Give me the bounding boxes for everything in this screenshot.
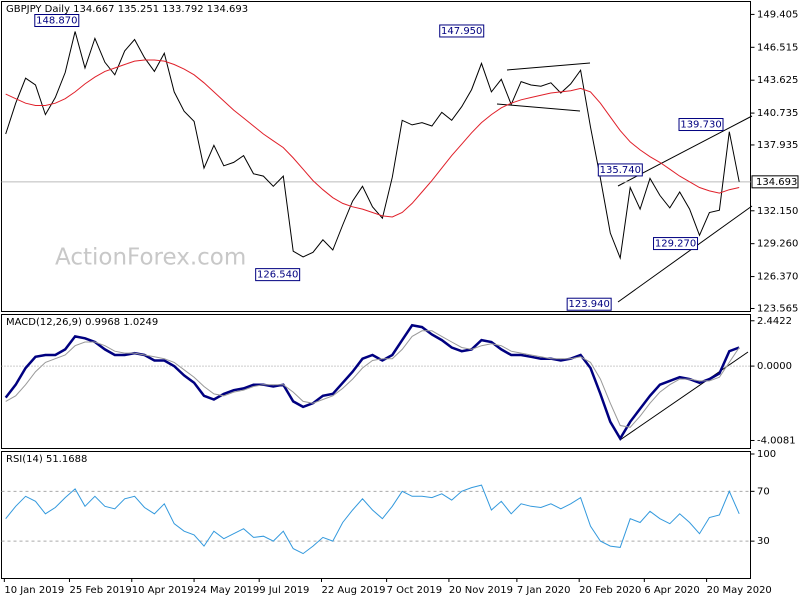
trend-line [617, 205, 753, 303]
macd-panel [1, 314, 751, 449]
x-tick-label: 9 Jul 2019 [259, 585, 309, 596]
trend-line [506, 62, 591, 71]
series-line [5, 59, 740, 218]
y-tick-label: 0.0000 [757, 361, 792, 372]
y-tick-label: 140.735 [757, 108, 798, 119]
x-tick-label: 10 Apr 2019 [132, 585, 194, 596]
y-tick-label: 137.935 [757, 140, 798, 151]
x-tick-label: 24 May 2019 [194, 585, 259, 596]
annotation-label: 135.740 [600, 165, 641, 176]
y-tick-label: 123.565 [757, 303, 798, 314]
annotation-label: 139.730 [680, 120, 721, 131]
series-line [5, 484, 740, 555]
annotation-box [255, 268, 301, 282]
rsi-title: RSI(14) 51.1688 [6, 454, 87, 465]
x-tick-label: 6 Apr 2020 [644, 585, 699, 596]
y-tick-label: 149.405 [757, 9, 798, 20]
x-tick-label: 10 Jan 2019 [4, 585, 64, 596]
annotation-label: 148.870 [36, 16, 77, 27]
annotation-box [566, 297, 612, 311]
x-tick-label: 20 Nov 2019 [449, 585, 513, 596]
series-line [5, 330, 740, 428]
x-tick-label: 7 Jan 2020 [517, 585, 571, 596]
y-tick-label: -4.0081 [757, 435, 796, 446]
annotation-label: 123.940 [568, 299, 609, 310]
annotation-label: 126.540 [257, 270, 298, 281]
last-price-label: 134.693 [756, 177, 797, 188]
chart-title: GBPJPY Daily 134.667 135.251 133.792 134… [6, 4, 248, 15]
y-tick-label: 132.150 [757, 206, 798, 217]
y-tick-label: 2.4422 [757, 316, 792, 327]
annotation-box [597, 163, 643, 177]
watermark: ActionForex.com [55, 245, 246, 271]
last-price-box [751, 175, 799, 189]
rsi-panel [1, 451, 751, 579]
annotation-box [439, 24, 485, 38]
y-tick-label: 70 [757, 486, 770, 497]
x-tick-label: 22 Aug 2019 [321, 585, 385, 596]
y-tick-label: 30 [757, 536, 770, 547]
y-tick-label: 126.370 [757, 272, 798, 283]
y-tick-label: 100 [757, 449, 776, 460]
x-tick-label: 25 Feb 2019 [69, 585, 131, 596]
x-tick-label: 20 May 2020 [707, 585, 772, 596]
series-line [4, 323, 740, 441]
annotation-box [678, 118, 724, 132]
macd-title: MACD(12,26,9) 0.9968 1.0249 [6, 317, 158, 328]
annotation-box [653, 237, 699, 251]
annotation-box [34, 14, 80, 28]
x-tick-label: 20 Feb 2020 [579, 585, 641, 596]
trend-line [496, 103, 581, 112]
annotation-label: 129.270 [655, 239, 696, 250]
annotation-label: 147.950 [441, 26, 482, 37]
y-tick-label: 146.515 [757, 42, 798, 53]
series-line [5, 31, 740, 260]
y-tick-label: 143.625 [757, 75, 798, 86]
price-panel [1, 1, 751, 312]
y-tick-label: 129.260 [757, 239, 798, 250]
x-tick-label: 7 Oct 2019 [387, 585, 442, 596]
